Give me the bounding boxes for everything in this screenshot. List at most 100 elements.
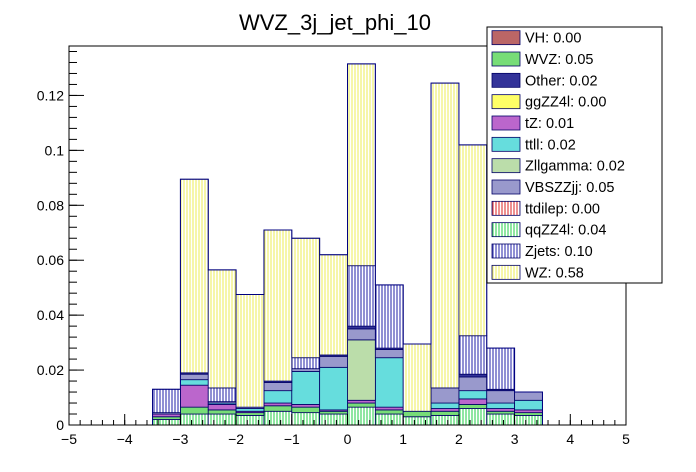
bar-wz-bin-1 (179, 178, 209, 374)
bar-qqzz4l-bin-3 (235, 414, 265, 426)
bar-wz-bin-11 (458, 144, 488, 337)
x-tick-label: 3 (511, 431, 519, 447)
bar-wvz-bin-12 (486, 410, 516, 415)
axes: −5 −4 −3 −2 −1 0 1 2 3 4 5 0 0.02 0.04 0.06 0.08 0.1 0.12 (37, 50, 630, 447)
x-tick-label: −5 (61, 431, 77, 447)
bar-wvz-bin-0 (152, 416, 181, 420)
legend-label: WVZ: 0.05 (525, 52, 594, 68)
bar-qqzz4l-bin-12 (486, 413, 516, 426)
bar-qqzz4l-bin-10 (430, 414, 460, 426)
bar-zjets-bin-5 (291, 357, 321, 370)
legend-swatch-ggzz4l (491, 94, 521, 110)
x-tick-label: −4 (117, 431, 133, 447)
stacked-bars (152, 63, 543, 426)
bar-vbszzjj-bin-12 (486, 390, 516, 404)
legend-label: WZ: 0.58 (525, 265, 584, 281)
legend-swatch-ttll (491, 136, 521, 152)
bar-qqzz4l-bin-2 (207, 413, 237, 426)
bar-wvz-bin-3 (235, 412, 265, 416)
legend-label: ttll: 0.02 (525, 137, 576, 153)
bar-qqzz4l-bin-8 (374, 413, 404, 426)
bar-other-bin-7 (347, 325, 376, 330)
x-tick-label: 5 (622, 431, 630, 447)
bar-qqzz4l-bin-9 (402, 416, 432, 426)
legend-swatch-tz (491, 115, 521, 131)
bar-tz-bin-7 (347, 399, 376, 404)
x-tick-label: 4 (566, 431, 574, 447)
bar-wvz-bin-7 (347, 402, 376, 408)
bar-tz-bin-0 (152, 413, 181, 418)
legend-swatch-vh (491, 30, 521, 46)
bar-vbszzjj-bin-6 (319, 355, 348, 368)
y-tick-label: 0.08 (37, 197, 64, 213)
bar-tz-bin-13 (514, 409, 543, 414)
bar-tz-bin-5 (291, 404, 321, 408)
x-tick-label: 2 (455, 431, 463, 447)
legend-label: ttdilep: 0.00 (525, 201, 600, 217)
bar-tz-bin-12 (486, 408, 516, 412)
bar-ttll-bin-12 (486, 402, 516, 409)
y-tick-label: 0 (56, 417, 64, 433)
bar-zjets-bin-2 (207, 387, 237, 403)
bar-wvz-bin-13 (514, 412, 543, 416)
legend-swatch-wz (491, 264, 521, 280)
bar-vbszzjj-bin-10 (430, 387, 460, 404)
bar-qqzz4l-bin-11 (458, 408, 488, 426)
bar-zjets-bin-7 (347, 265, 376, 327)
bar-wz-bin-6 (319, 254, 348, 356)
bar-qqzz4l-bin-6 (319, 413, 348, 426)
bar-tz-bin-4 (263, 402, 293, 407)
bar-qqzz4l-bin-5 (291, 412, 321, 426)
bar-qqzz4l-bin-1 (179, 413, 209, 426)
legend: VH: 0.00 WVZ: 0.05 Other: 0.02 ggZZ4l: 0.00… (486, 26, 663, 284)
bar-vbszzjj-bin-5 (291, 368, 321, 372)
bar-vbszzjj-bin-7 (347, 328, 376, 341)
bar-wvz-bin-4 (263, 405, 293, 412)
bar-zjets-bin-11 (458, 335, 488, 375)
y-tick-label: 0.06 (37, 252, 64, 268)
bar-qqzz4l-bin-0 (152, 419, 181, 426)
bar-ttll-bin-1 (179, 379, 209, 386)
bar-zjets-bin-0 (152, 388, 181, 414)
bar-ttll-bin-5 (291, 371, 321, 405)
legend-label: ggZZ4l: 0.00 (525, 95, 606, 111)
x-tick-label: 1 (399, 431, 407, 447)
bar-zjets-bin-8 (374, 284, 404, 349)
bar-vbszzjj-bin-1 (179, 373, 209, 381)
bar-zllgamma-bin-7 (347, 339, 376, 401)
legend-label: VBSZZjj: 0.05 (525, 180, 614, 196)
bar-wz-bin-10 (430, 82, 460, 389)
bar-ttll-bin-11 (458, 390, 488, 400)
bar-wvz-bin-10 (430, 410, 460, 416)
legend-label: Zjets: 0.10 (525, 244, 593, 260)
legend-label: Zllgamma: 0.02 (525, 159, 625, 175)
bar-ttll-bin-8 (374, 357, 404, 408)
x-tick-label: −1 (284, 431, 300, 447)
bar-tz-bin-8 (374, 406, 404, 411)
x-tick-label: −3 (172, 431, 188, 447)
bar-wvz-bin-6 (319, 410, 348, 415)
legend-swatch-ttdilep (491, 200, 521, 216)
bar-tz-bin-10 (430, 408, 460, 412)
bar-vbszzjj-bin-8 (374, 349, 404, 359)
legend-label: VH: 0.00 (525, 31, 581, 47)
bar-qqzz4l-bin-13 (514, 414, 543, 426)
x-tick-label: −2 (228, 431, 244, 447)
bar-wz-bin-4 (263, 229, 293, 382)
bar-ttll-bin-4 (263, 390, 293, 404)
bar-wvz-bin-1 (179, 406, 209, 415)
bar-wz-bin-9 (402, 343, 432, 412)
x-tick-label: 0 (344, 431, 352, 447)
legend-swatch-zjets (491, 243, 521, 259)
bar-wz-bin-3 (235, 294, 265, 408)
bar-other-bin-11 (458, 373, 488, 378)
bar-wvz-bin-5 (291, 406, 321, 414)
bar-wz-bin-2 (207, 269, 237, 389)
legend-swatch-qqzz4l (491, 222, 521, 238)
bar-ttll-bin-6 (319, 366, 348, 411)
bar-wvz-bin-11 (458, 404, 488, 409)
legend-swatch-wvz (491, 51, 521, 67)
bar-ttll-bin-13 (514, 399, 543, 411)
bar-wvz-bin-2 (207, 409, 237, 415)
